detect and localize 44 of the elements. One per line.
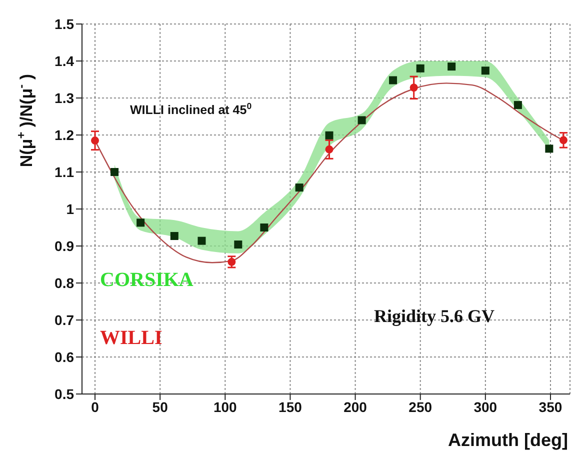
point [481,66,490,75]
point [295,184,304,192]
point [260,224,268,232]
x-tick-label: 50 [152,398,168,415]
point [325,131,334,140]
y-tick-label: 0.6 [54,348,74,365]
x-tick-label: 250 [408,398,432,415]
point [416,64,424,72]
y-tick-label: 1.3 [54,90,74,106]
x-tick-label: 300 [474,398,498,415]
y-tick-label: 1.4 [54,52,74,69]
point [136,218,145,227]
annotation: Rigidity 5.6 GV [374,306,495,326]
y-tick-label: 0.7 [54,312,74,328]
point [198,236,206,245]
y-tick-label: 1.2 [54,126,74,143]
x-tick-label: 0 [91,398,100,415]
x-tick-label: 100 [213,398,238,415]
point [234,240,242,249]
point [448,62,456,71]
point [228,258,236,266]
x-tick-label: 150 [278,398,302,415]
point [545,144,554,153]
point [410,84,418,92]
point [514,101,522,110]
point [389,76,398,84]
y-tick-label: 0.9 [54,238,74,254]
point [325,145,334,154]
point [358,116,366,124]
series-label: CORSIKA [100,269,194,291]
y-tick-label: 1 [66,200,74,217]
y-tick-label: 1.1 [54,164,74,180]
x-axis-title: Azimuth [deg] [448,430,568,450]
point [559,136,568,144]
text: WILLI [100,327,162,349]
y-tick-label: 0.8 [54,274,74,291]
point [110,168,119,176]
x-tick-label: 350 [538,398,562,415]
y-tick-label: 0.5 [54,386,74,402]
x-tick-label: 200 [344,398,368,415]
point [170,232,178,240]
y-tick-label: 1.5 [54,16,74,32]
point [91,136,100,145]
annotation: WILLI inclined at 45$^{0}$ [130,101,252,117]
